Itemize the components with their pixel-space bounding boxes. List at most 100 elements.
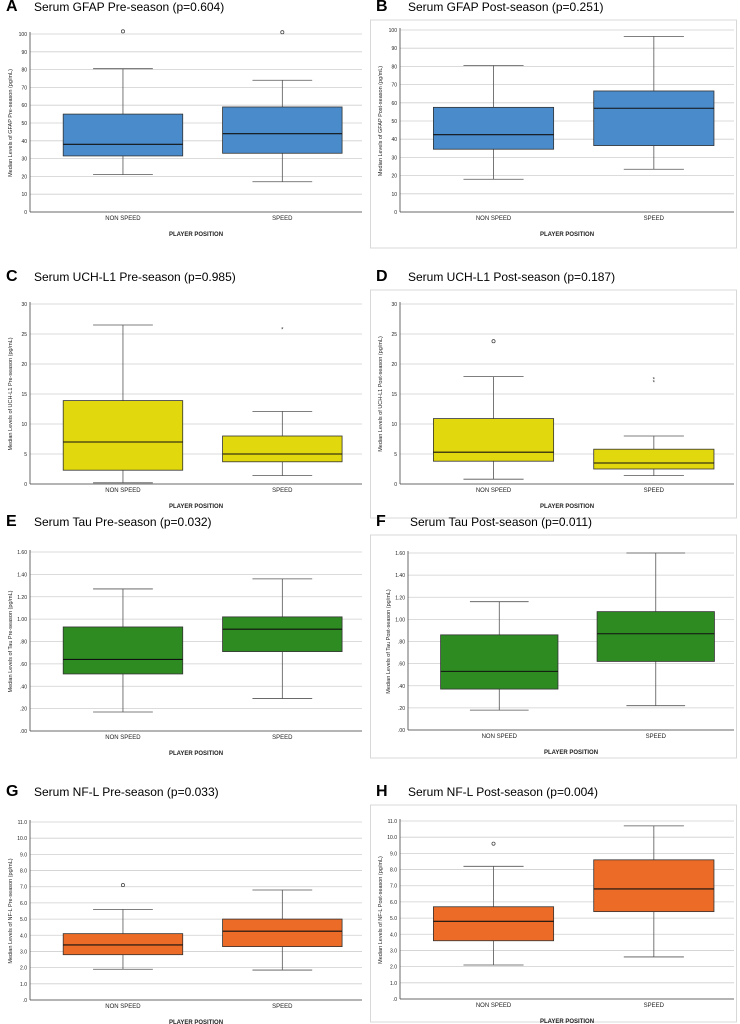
chart-title: Serum Tau Pre-season (p=0.032)	[34, 515, 212, 529]
y-tick-label: 10	[21, 422, 27, 428]
y-tick-label: 100	[19, 32, 28, 38]
y-tick-label: 10	[391, 192, 397, 198]
y-tick-label: 100	[389, 28, 398, 34]
panel-frame	[370, 289, 737, 519]
x-tick-label: NON SPEED	[105, 1004, 141, 1010]
x-tick-label: NON SPEED	[476, 216, 512, 222]
x-axis-label: PLAYER POSITION	[540, 504, 594, 510]
x-tick-label: NON SPEED	[482, 734, 518, 740]
panel-letter: B	[376, 0, 388, 15]
y-tick-label: 9.0	[20, 852, 27, 858]
outlier-point	[121, 29, 125, 34]
y-axis-label: Median Levels of NF-L Post-season (pg/mL…	[378, 856, 384, 964]
y-tick-label: .40	[398, 684, 405, 690]
panel-letter: A	[6, 0, 18, 15]
y-tick-label: 10.0	[387, 835, 397, 841]
chart-title: Serum GFAP Post-season (p=0.251)	[408, 0, 604, 14]
y-tick-label: 1.0	[390, 981, 397, 987]
y-tick-label: 20	[21, 174, 27, 180]
y-tick-label: 3.0	[390, 948, 397, 954]
box-non-speed	[62, 324, 184, 484]
box-speed	[222, 578, 343, 699]
y-axis-label: Median Levels of UCH-L1 Post-season (pg/…	[378, 336, 384, 452]
y-tick-label: 0	[394, 210, 397, 216]
x-tick-label: SPEED	[272, 488, 293, 494]
y-tick-label: 5	[24, 452, 27, 458]
y-tick-label: 20	[21, 362, 27, 368]
y-tick-label: 1.60	[395, 551, 405, 557]
x-axis-label: PLAYER POSITION	[540, 232, 594, 238]
y-tick-label: 30	[21, 302, 27, 308]
panel-c: C Serum UCH-L1 Pre-season (p=0.985) 0 5 10 15…	[0, 268, 370, 520]
y-tick-label: 70	[391, 83, 397, 89]
y-tick-label: 20	[391, 362, 397, 368]
x-tick-label: NON SPEED	[105, 735, 141, 741]
y-axis-label: Median Levels of UCH-L1 Pre-season (pg/m…	[8, 337, 14, 450]
y-tick-label: 80	[21, 68, 27, 74]
y-tick-label: 30	[21, 157, 27, 163]
chart-plot: 0 5 10 15 20 25 30 Median Levels of UCH-L1 Pre-…	[8, 302, 362, 510]
y-tick-label: 11.0	[388, 819, 398, 825]
panel-a: A Serum GFAP Pre-season (p=0.604) 0 10 20 30 4…	[0, 0, 370, 250]
panel-e: E Serum Tau Pre-season (p=0.032) .00 .20 .40…	[0, 513, 370, 760]
y-tick-label: 1.0	[20, 982, 27, 988]
panel-g: G Serum NF-L Pre-season (p=0.033) .0 1.0 2.0…	[0, 783, 370, 1024]
y-tick-label: 8.0	[20, 869, 27, 875]
iqr-box	[593, 448, 715, 470]
x-tick-label: SPEED	[272, 216, 293, 222]
chart-title: Serum NF-L Pre-season (p=0.033)	[34, 785, 219, 799]
iqr-box	[222, 616, 343, 652]
y-tick-label: 15	[391, 392, 397, 398]
x-tick-label: SPEED	[644, 488, 665, 494]
y-tick-label: 4.0	[20, 933, 27, 939]
chart-plot: 0 10 20 30 40 50 60 70 80 90 100 Median Levels of G…	[8, 29, 362, 238]
y-tick-label: .80	[398, 640, 405, 646]
y-tick-label: 8.0	[390, 868, 397, 874]
box-speed	[222, 30, 343, 183]
iqr-box	[433, 418, 555, 462]
y-tick-label: 80	[391, 64, 397, 70]
y-axis-label: Median Levels of GFAP Pre-season (pg/mL)	[8, 69, 14, 177]
chart-plot: 0 10 20 30 40 50 60 70 80 90 100 Median Levels of G…	[370, 19, 737, 249]
y-tick-label: 50	[391, 119, 397, 125]
panel-frame	[370, 804, 737, 1023]
box-speed: *	[222, 328, 343, 477]
y-tick-label: 3.0	[20, 949, 27, 955]
y-tick-label: 10	[21, 192, 27, 198]
iqr-box	[596, 611, 715, 662]
y-tick-label: 15	[21, 392, 27, 398]
y-tick-label: 1.20	[395, 595, 405, 601]
y-tick-label: .80	[20, 640, 27, 646]
box-speed	[593, 35, 715, 170]
iqr-box	[222, 435, 343, 463]
y-tick-label: .0	[393, 997, 397, 1003]
y-tick-label: 9.0	[390, 851, 397, 857]
y-tick-label: 1.20	[17, 595, 27, 601]
chart-plot: .0 1.0 2.0 3.0 4.0 5.0 6.0 7.0 8.0 9.0 10.0 11.0 Med…	[8, 820, 362, 1024]
iqr-box	[593, 90, 715, 146]
x-tick-label: SPEED	[646, 734, 667, 740]
outlier-point	[121, 883, 125, 888]
x-axis-label: PLAYER POSITION	[169, 232, 223, 238]
y-axis-label: Median Levels of NF-L Pre-season (pg/mL)	[8, 858, 14, 963]
y-tick-label: 5.0	[390, 916, 397, 922]
iqr-box	[593, 859, 715, 913]
outlier-point	[491, 841, 496, 846]
x-tick-label: SPEED	[644, 216, 665, 222]
y-tick-label: .00	[20, 729, 27, 735]
chart-title: Serum GFAP Pre-season (p=0.604)	[34, 0, 225, 14]
y-tick-label: 0	[24, 210, 27, 216]
y-tick-label: 5.0	[20, 917, 27, 923]
y-tick-label: 2.0	[390, 965, 397, 971]
box-non-speed	[62, 588, 184, 713]
y-tick-label: 4.0	[390, 932, 397, 938]
y-tick-label: .20	[398, 706, 405, 712]
x-axis-label: PLAYER POSITION	[544, 750, 598, 756]
panel-d: D Serum UCH-L1 Post-season (p=0.187) 0 5 10 1…	[370, 268, 740, 520]
box-non-speed	[433, 841, 555, 966]
chart-plot: 0 5 10 15 20 25 30 Median Levels of UCH-L1 Post…	[370, 289, 737, 519]
panel-letter: D	[376, 268, 388, 285]
panel-b: B Serum GFAP Post-season (p=0.251) 0 10 20 30…	[370, 0, 740, 250]
y-tick-label: 1.40	[17, 572, 27, 578]
y-tick-label: 1.00	[395, 617, 405, 623]
